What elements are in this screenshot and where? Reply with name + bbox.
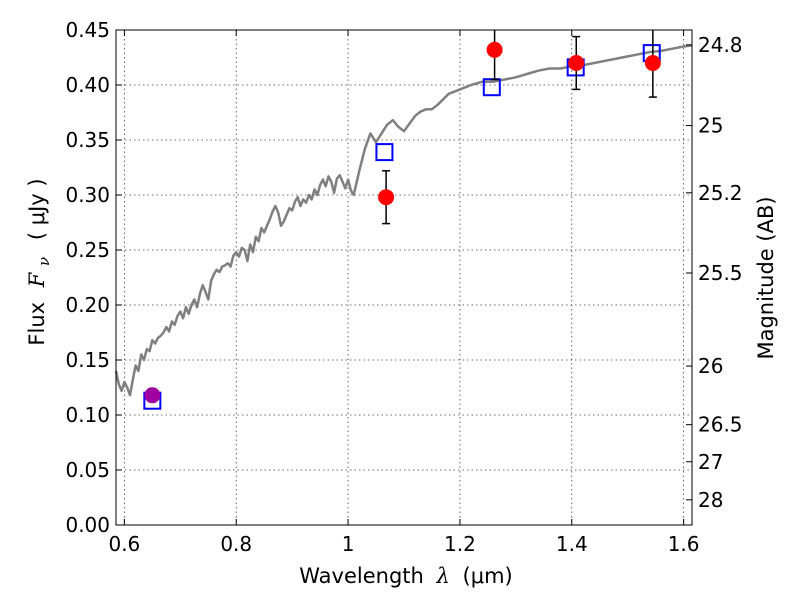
y2-tick-label: 26 xyxy=(698,354,723,378)
x-tick-label: 0.6 xyxy=(108,532,140,556)
y2-tick-label: 26.5 xyxy=(698,413,743,437)
x-tick-label: 1.2 xyxy=(444,532,476,556)
observed-flux-point xyxy=(378,189,395,206)
axis-ticks xyxy=(116,29,692,526)
y2-tick-label: 24.8 xyxy=(698,33,743,57)
y-tick-label: 0.20 xyxy=(65,293,110,317)
y2-tick-label: 25.5 xyxy=(698,261,743,285)
observed-flux-point xyxy=(486,41,503,58)
y-tick-label: 0.25 xyxy=(65,238,110,262)
y-tick-label: 0.30 xyxy=(65,183,110,207)
y-axis-label-text: Flux xyxy=(25,302,49,346)
x-tick-labels: 0.6 0.8 1 1.2 1.4 1.6 xyxy=(108,532,699,556)
y2-tick-labels: 24.8 25 25.2 25.5 26 26.5 27 28 xyxy=(698,33,743,512)
observed-flux-points xyxy=(144,30,661,404)
model-spectrum-line xyxy=(114,44,693,397)
x-axis-label: Wavelength λ (μm) xyxy=(299,564,512,588)
plot-frame xyxy=(115,29,693,526)
model-photometry-squares xyxy=(143,44,661,410)
y2-tick-label: 28 xyxy=(698,488,723,512)
grid-lines xyxy=(116,29,692,526)
x-axis-label-symbol: λ xyxy=(436,564,450,588)
y2-tick-label: 25 xyxy=(698,114,723,138)
y-tick-label: 0.00 xyxy=(65,513,110,537)
y-axis-label: Flux F ν ( μJy ) xyxy=(25,178,54,345)
y-tick-label: 0.45 xyxy=(65,18,110,42)
y-tick-label: 0.40 xyxy=(65,73,110,97)
y-tick-label: 0.10 xyxy=(65,403,110,427)
y-tick-label: 0.35 xyxy=(65,128,110,152)
x-axis-label-unit: (μm) xyxy=(463,564,513,588)
y-axis-label-symbol: F xyxy=(25,271,49,288)
x-tick-label: 1 xyxy=(342,532,355,556)
y2-tick-label: 25.2 xyxy=(698,181,743,205)
x-tick-label: 0.8 xyxy=(220,532,252,556)
y-tick-labels: 0.00 0.05 0.10 0.15 0.20 0.25 0.30 0.35 0.40 0.45 xyxy=(65,18,110,537)
y-tick-label: 0.15 xyxy=(65,348,110,372)
x-axis-label-text: Wavelength xyxy=(299,564,424,588)
observed-flux-point xyxy=(568,55,585,71)
model-photometry-square xyxy=(375,143,394,162)
y-axis-label-subscript: ν xyxy=(35,257,53,266)
y2-tick-label: 27 xyxy=(698,450,723,474)
y-axis-label-unit: ( μJy ) xyxy=(25,178,49,240)
y-tick-label: 0.05 xyxy=(65,458,110,482)
observed-flux-point xyxy=(644,55,661,71)
model-spectrum-line-group xyxy=(114,44,693,397)
x-tick-label: 1.6 xyxy=(668,532,700,556)
y2-axis-label: Magnitude (AB) xyxy=(754,196,778,359)
x-tick-label: 1.4 xyxy=(556,532,588,556)
observed-flux-point xyxy=(144,387,161,404)
